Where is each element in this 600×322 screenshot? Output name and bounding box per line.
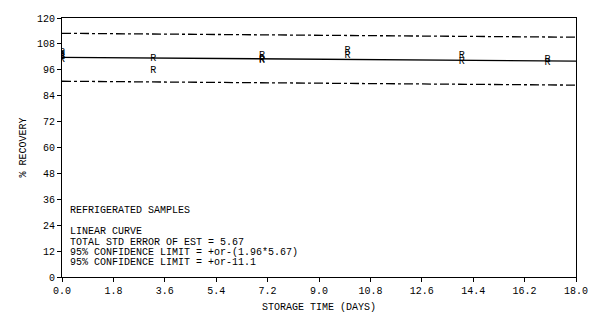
svg-text:96: 96 [43, 65, 55, 76]
svg-text:R: R [259, 54, 265, 65]
svg-text:R: R [62, 47, 65, 58]
svg-text:R: R [544, 54, 550, 65]
svg-text:R: R [62, 49, 65, 60]
svg-text:R: R [150, 53, 156, 64]
svg-text:12: 12 [43, 247, 55, 258]
svg-text:10.8: 10.8 [358, 286, 382, 297]
svg-text:36: 36 [43, 195, 55, 206]
svg-text:REFRIGERATED SAMPLES: REFRIGERATED SAMPLES [70, 205, 190, 216]
svg-text:95% CONFIDENCE LIMIT = +or-(1.: 95% CONFIDENCE LIMIT = +or-(1.96*5.67) [70, 247, 298, 258]
svg-text:120: 120 [37, 14, 55, 25]
svg-text:% RECOVERY: % RECOVERY [18, 117, 29, 177]
svg-text:18.0: 18.0 [564, 286, 588, 297]
svg-text:0: 0 [49, 273, 55, 284]
svg-text:48: 48 [43, 169, 55, 180]
svg-text:R: R [459, 50, 465, 61]
svg-text:TOTAL STD ERROR OF EST = 5.67: TOTAL STD ERROR OF EST = 5.67 [70, 237, 244, 248]
svg-text:16.2: 16.2 [513, 286, 537, 297]
svg-text:9.0: 9.0 [310, 286, 328, 297]
svg-text:R: R [345, 45, 351, 56]
svg-text:0.0: 0.0 [53, 286, 71, 297]
svg-text:STORAGE TIME (DAYS): STORAGE TIME (DAYS) [262, 302, 376, 313]
svg-text:72: 72 [43, 117, 55, 128]
svg-text:95% CONFIDENCE LIMIT = +or-11.: 95% CONFIDENCE LIMIT = +or-11.1 [70, 257, 256, 268]
svg-text:3.6: 3.6 [156, 286, 174, 297]
svg-text:1.8: 1.8 [104, 286, 122, 297]
svg-text:12.6: 12.6 [410, 286, 434, 297]
svg-text:LINEAR CURVE: LINEAR CURVE [70, 226, 142, 237]
svg-text:84: 84 [43, 91, 55, 102]
svg-text:R: R [62, 51, 65, 62]
svg-text:R: R [62, 54, 65, 65]
svg-text:5.4: 5.4 [207, 286, 225, 297]
svg-text:60: 60 [43, 143, 55, 154]
svg-text:24: 24 [43, 221, 55, 232]
svg-text:R: R [544, 57, 550, 68]
svg-text:R: R [259, 50, 265, 61]
svg-text:R: R [259, 55, 265, 66]
svg-text:7.2: 7.2 [259, 286, 277, 297]
svg-text:R: R [459, 56, 465, 67]
svg-text:108: 108 [37, 39, 55, 50]
svg-text:R: R [150, 65, 156, 76]
svg-text:14.4: 14.4 [461, 286, 485, 297]
svg-text:R: R [345, 50, 351, 61]
